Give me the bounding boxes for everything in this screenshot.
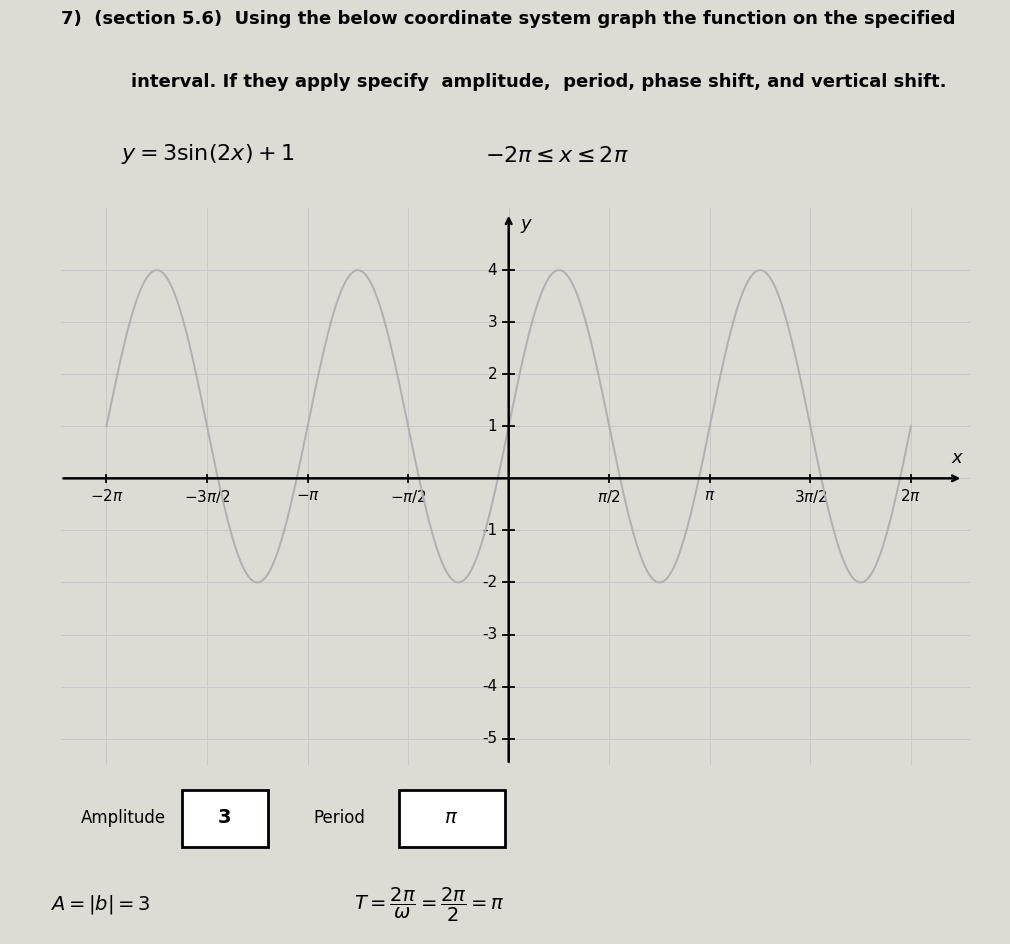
Text: interval. If they apply specify  amplitude,  period, phase shift, and vertical s: interval. If they apply specify amplitud…: [131, 73, 946, 91]
Text: -5: -5: [482, 731, 497, 746]
Text: $-3\pi/2$: $-3\pi/2$: [184, 488, 230, 505]
Text: $\pi$: $\pi$: [704, 488, 715, 503]
Text: -1: -1: [482, 523, 497, 538]
Text: 7)  (section 5.6)  Using the below coordinate system graph the function on the s: 7) (section 5.6) Using the below coordin…: [61, 10, 955, 28]
Text: $-2\pi$: $-2\pi$: [90, 488, 123, 504]
Text: $-\pi/2$: $-\pi/2$: [390, 488, 426, 505]
Text: 4: 4: [488, 262, 497, 278]
Text: 3: 3: [217, 808, 231, 827]
Text: Period: Period: [313, 809, 365, 828]
Text: -4: -4: [482, 679, 497, 694]
Text: y: y: [520, 215, 531, 233]
FancyBboxPatch shape: [399, 790, 505, 847]
Text: 3: 3: [488, 314, 497, 329]
FancyBboxPatch shape: [182, 790, 268, 847]
Text: $A = |b| = 3$: $A = |b| = 3$: [50, 893, 152, 916]
Text: $-2\pi \leq x \leq 2\pi$: $-2\pi \leq x \leq 2\pi$: [485, 146, 628, 166]
Text: $y = 3\sin(2x) + 1$: $y = 3\sin(2x) + 1$: [121, 143, 294, 166]
Text: $\pi$: $\pi$: [444, 808, 459, 827]
Text: $3\pi/2$: $3\pi/2$: [794, 488, 827, 505]
Text: $2\pi$: $2\pi$: [900, 488, 921, 504]
Text: x: x: [951, 449, 963, 467]
Text: $-\pi$: $-\pi$: [296, 488, 320, 503]
Text: 1: 1: [488, 419, 497, 434]
Text: -3: -3: [482, 627, 497, 642]
Text: 2: 2: [488, 367, 497, 381]
Text: $T = \dfrac{2\pi}{\omega} = \dfrac{2\pi}{2} = \pi$: $T = \dfrac{2\pi}{\omega} = \dfrac{2\pi}…: [354, 885, 504, 923]
Text: Amplitude: Amplitude: [81, 809, 166, 828]
Text: $\pi/2$: $\pi/2$: [597, 488, 621, 505]
Text: -2: -2: [482, 575, 497, 590]
